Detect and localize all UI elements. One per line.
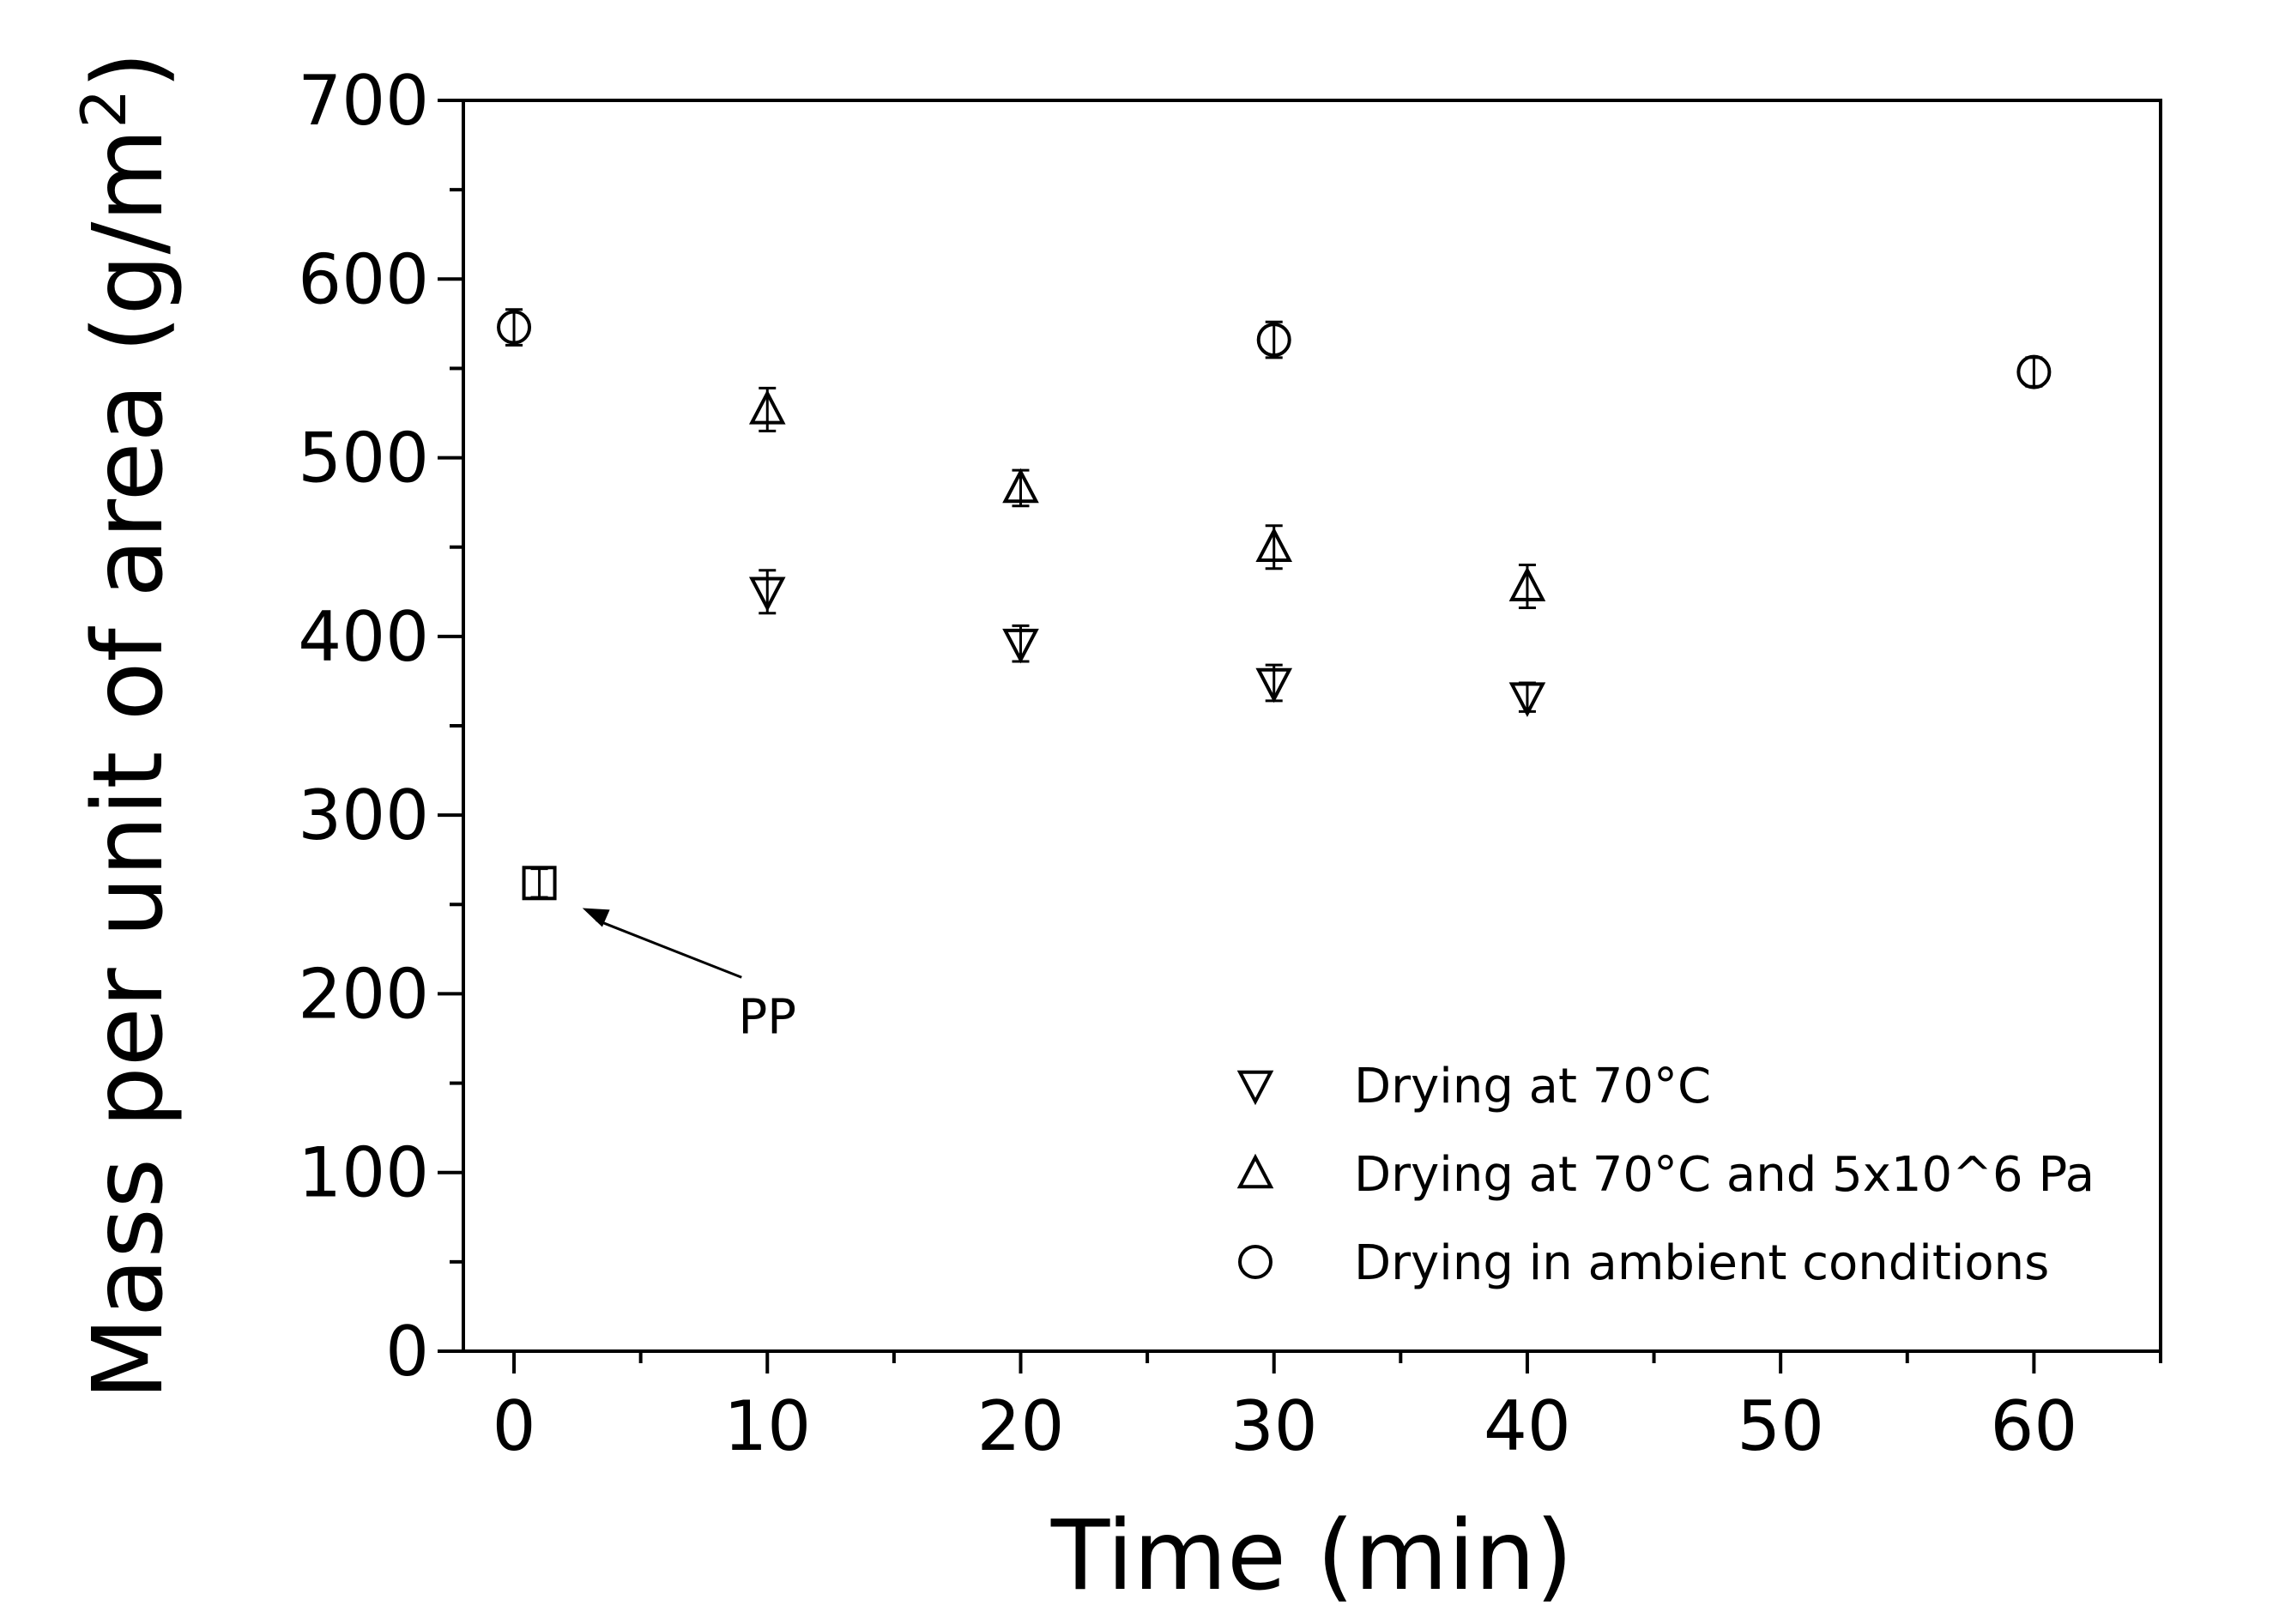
y-tick-label: 100: [298, 1133, 429, 1213]
legend-marker-circle: [1238, 1245, 1273, 1279]
y-tick-label: 0: [385, 1312, 429, 1392]
x-tick-label: 30: [1230, 1386, 1318, 1466]
x-axis: 0 10 20 30 40 50 60: [493, 1351, 2162, 1466]
y-tick-label: 400: [298, 597, 429, 677]
data-point-triangle-up: [1002, 468, 1039, 504]
series-2: [497, 308, 2052, 389]
series-3: [522, 866, 557, 901]
y-axis-title-suffix: ): [73, 51, 184, 89]
y-tick-label: 700: [298, 61, 429, 141]
series-0: [748, 569, 1546, 717]
data-point-triangle-up: [748, 389, 786, 425]
data-markers: [497, 308, 2052, 901]
x-tick-label: 0: [493, 1386, 536, 1466]
data-point-circle: [497, 310, 532, 345]
annotation-arrow-line: [595, 919, 742, 979]
legend-marker-triangle-down: [1236, 1070, 1274, 1106]
data-point-triangle-down: [1508, 682, 1546, 717]
x-axis-title: Time (min): [1050, 1500, 1573, 1612]
y-axis-title-main: Mass per unit of area (g/m: [73, 129, 184, 1400]
annotation-label: PP: [738, 989, 796, 1045]
data-point-triangle-down: [748, 577, 786, 612]
series-1: [748, 386, 1546, 610]
data-point-square: [522, 866, 557, 901]
legend-label: Drying at 70°C: [1354, 1059, 1711, 1114]
y-tick-label: 600: [298, 239, 429, 319]
legend-marker-triangle-up: [1236, 1153, 1274, 1189]
data-point-triangle-down: [1255, 667, 1293, 703]
data-point-circle: [1256, 323, 1291, 358]
x-tick-label: 10: [723, 1386, 811, 1466]
x-tick-label: 50: [1737, 1386, 1824, 1466]
y-axis-title: Mass per unit of area (g/m2): [68, 51, 184, 1400]
legend-label: Drying at 70°C and 5x10^6 Pa: [1354, 1147, 2095, 1203]
annotation-arrow-head: [582, 908, 610, 927]
y-tick-label: 200: [298, 954, 429, 1034]
y-tick-label: 500: [298, 419, 429, 498]
y-tick-label: 300: [298, 776, 429, 855]
annotations: PP: [582, 908, 796, 1045]
y-axis: 0 100 200 300 400 500 600 700: [298, 61, 463, 1392]
y-axis-title-superscript: 2: [68, 89, 140, 129]
legend: Drying at 70°C Drying at 70°C and 5x10^6 …: [1236, 1059, 2095, 1291]
x-tick-label: 60: [1990, 1386, 2077, 1466]
data-point-circle: [2016, 354, 2052, 389]
legend-label: Drying in ambient conditions: [1354, 1235, 2049, 1291]
data-point-triangle-up: [1255, 527, 1293, 563]
data-point-triangle-up: [1508, 566, 1546, 601]
data-point-triangle-down: [1002, 628, 1039, 664]
x-tick-label: 40: [1484, 1386, 1571, 1466]
x-tick-label: 20: [977, 1386, 1065, 1466]
